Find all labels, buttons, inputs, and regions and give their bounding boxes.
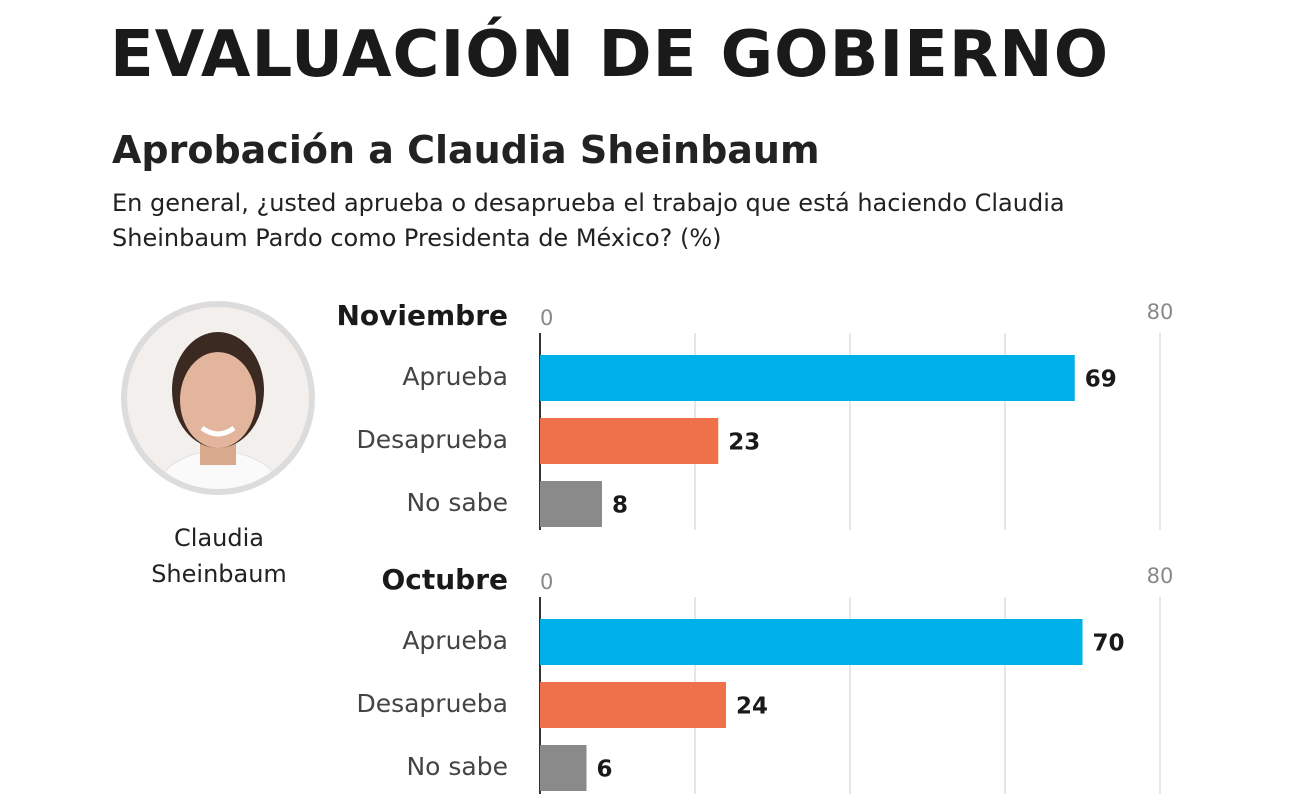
bar [540, 619, 1083, 665]
category-label: Desaprueba [356, 425, 508, 454]
category-label: No sabe [406, 752, 508, 781]
question: En general, ¿usted aprueba o desaprueba … [112, 189, 1065, 252]
title: EVALUACIÓN DE GOBIERNO [110, 18, 1110, 92]
bar [540, 682, 726, 728]
value-label: 23 [728, 430, 760, 456]
category-label: No sabe [406, 488, 508, 517]
bar [540, 418, 719, 464]
x-tick-label: 80 [1147, 300, 1174, 324]
category-label: Aprueba [402, 626, 508, 655]
value-label: 69 [1085, 367, 1117, 393]
chart-title: Noviembre [336, 299, 508, 332]
subtitle: Aprobación a Claudia Sheinbaum [112, 128, 820, 172]
bar [540, 355, 1075, 401]
portrait [121, 301, 315, 495]
x-tick-label: 0 [540, 306, 553, 330]
value-label: 6 [597, 757, 613, 783]
chart-title: Octubre [381, 563, 508, 596]
x-tick-label: 80 [1147, 564, 1174, 588]
bar [540, 745, 587, 791]
value-label: 24 [736, 694, 768, 720]
bar [540, 481, 602, 527]
category-label: Aprueba [402, 362, 508, 391]
value-label: 70 [1093, 631, 1125, 657]
x-tick-label: 0 [540, 570, 553, 594]
category-label: Desaprueba [356, 689, 508, 718]
portrait-caption: Claudia Sheinbaum [151, 524, 287, 588]
value-label: 8 [612, 493, 628, 519]
